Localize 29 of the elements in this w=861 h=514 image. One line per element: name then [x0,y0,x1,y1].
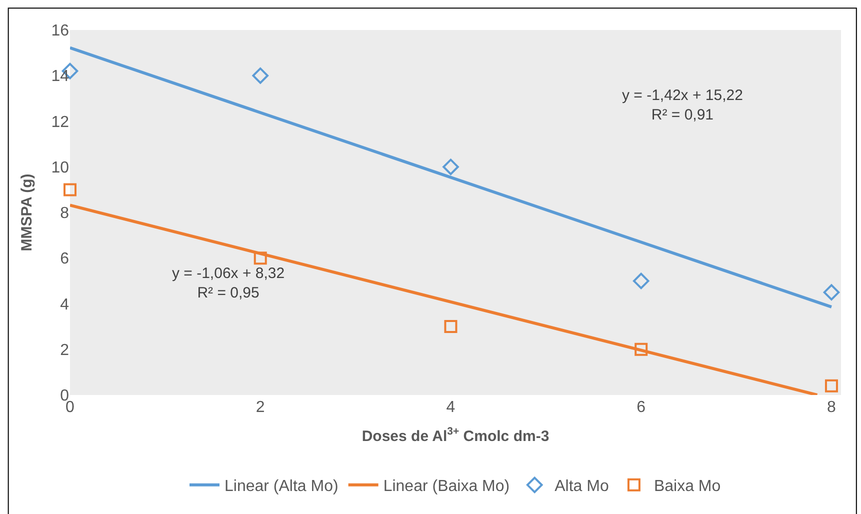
point [823,284,840,300]
legend-label: Baixa Mo [654,478,721,496]
y-tick-label: 10 [51,159,70,176]
legend-label: Linear (Alta Mo) [224,478,338,496]
point [632,272,650,290]
point [442,158,459,176]
y-tick-label: 12 [51,114,70,131]
y-tick-label: 8 [60,205,70,222]
point [64,183,76,196]
legend-label: Alta Mo [554,478,609,496]
point [254,252,267,265]
legend-label: Linear (Baixa Mo) [383,478,510,496]
point [252,67,269,84]
x-tick-label: 4 [446,399,456,416]
y-tick-label: 14 [51,68,70,86]
annotation: y = -1,42x + 15,22 R² = 0,91 [622,87,743,124]
y-tick-label: 4 [60,296,70,314]
point [634,342,648,356]
y-tick-label: 2 [60,342,70,359]
x-tick-label: 8 [827,399,836,416]
x-tick-label: 6 [636,399,646,416]
y-axis-title: MMSPA (g) [18,174,36,252]
y-tick-label: 6 [60,250,70,268]
annotation: y = -1,06x + 8,32 R² = 0,95 [172,265,285,302]
point [444,320,458,334]
y-tick-label: 16 [51,22,70,40]
point [824,379,838,392]
x-tick-label: 2 [256,399,265,416]
x-axis-title: Doses de Al$^{3+}$ Cmolc dm-3 [362,426,550,445]
